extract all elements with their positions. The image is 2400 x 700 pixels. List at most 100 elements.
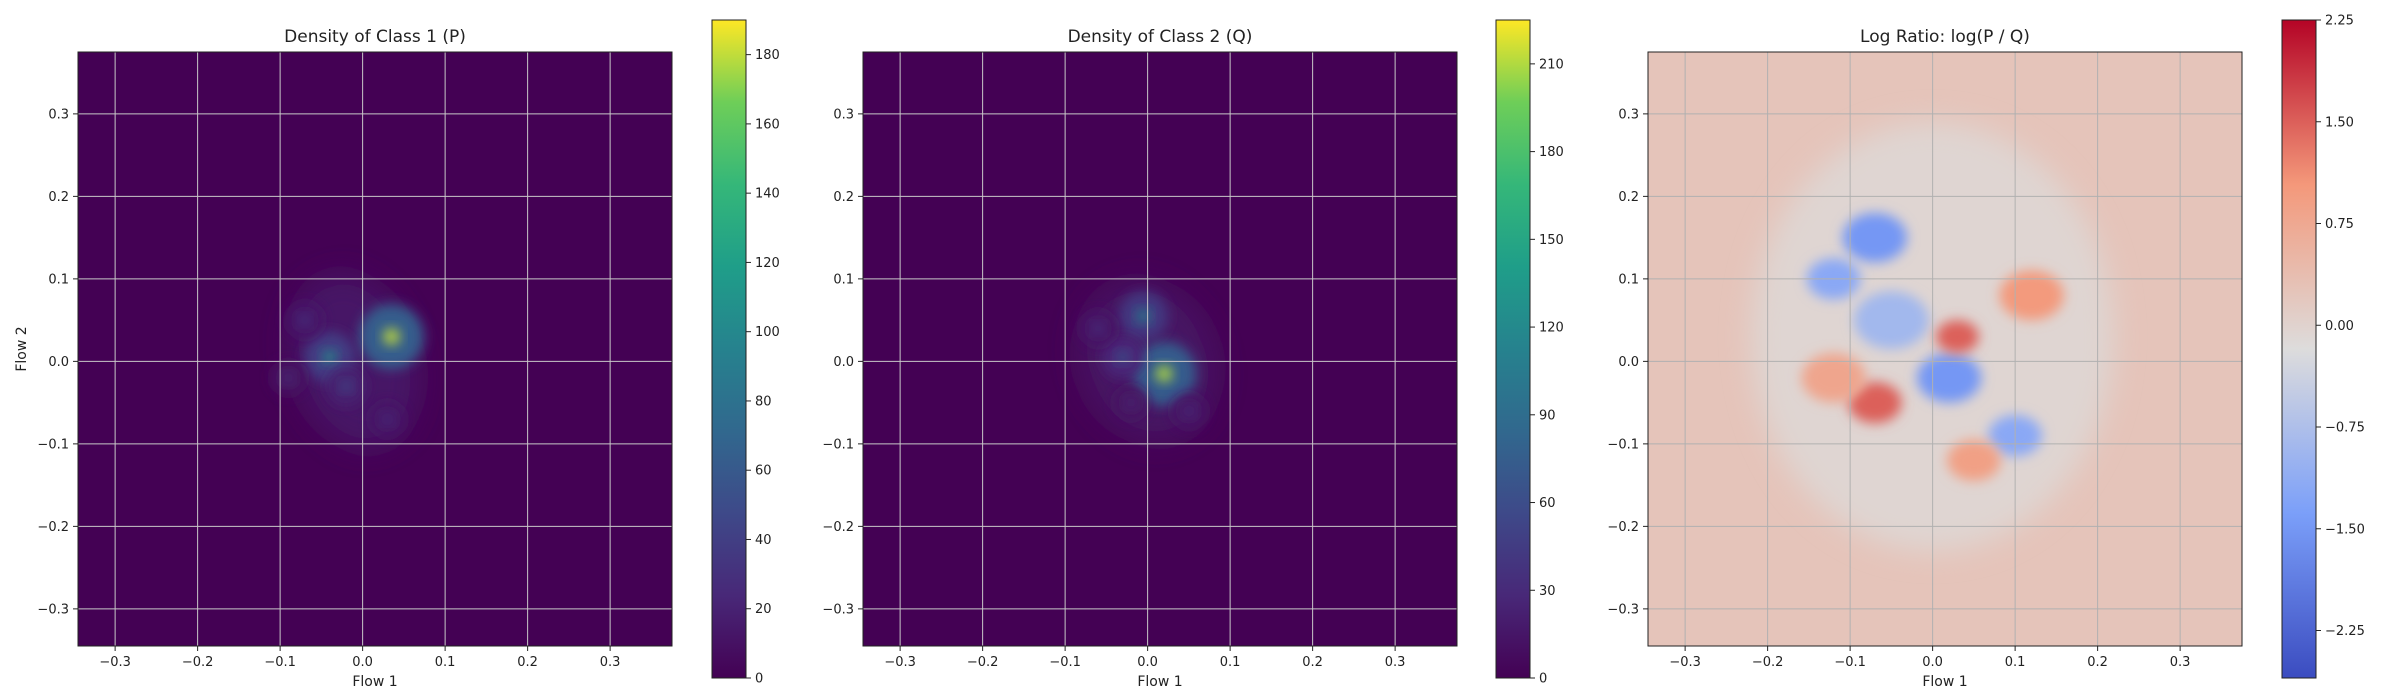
y-tick-label: 0.0: [833, 355, 854, 370]
x-tick-label: −0.2: [967, 655, 999, 670]
y-tick-label: −0.3: [1607, 602, 1639, 617]
density-peak: [1137, 309, 1150, 323]
density-peak: [341, 381, 352, 392]
x-tick-label: 0.3: [1385, 655, 1406, 670]
panel-3-colorbar-ticks: −2.25 −1.50 −0.75 0.00 0.75 1.50 2.25: [2316, 14, 2365, 639]
density-peak: [323, 350, 336, 364]
ratio-negative-patch: [1916, 353, 1982, 403]
colorbar-tick-label: 0.75: [2325, 217, 2354, 232]
x-tick-label: −0.1: [1049, 655, 1081, 670]
x-tick-label: 0.1: [1220, 655, 1241, 670]
colorbar-tick-label: 60: [755, 464, 772, 479]
colorbar-tick-label: 60: [1539, 496, 1556, 511]
ratio-positive-patch: [1801, 353, 1866, 403]
colorbar-tick-label: 1.50: [2325, 115, 2354, 130]
x-tick-label: 0.1: [2005, 655, 2026, 670]
y-tick-label: 0.1: [1618, 272, 1639, 287]
panel-1-y-axis-label: Flow 2: [14, 326, 30, 371]
ratio-positive-patch: [1947, 439, 2001, 481]
x-tick-label: 0.3: [2170, 655, 2191, 670]
panel-1-plot-frame: [77, 51, 673, 647]
density-peak: [383, 328, 400, 345]
panel-1-x-axis-label: Flow 1: [352, 674, 397, 690]
x-tick-label: −0.1: [264, 655, 296, 670]
panel-2-ticks: −0.3 −0.2 −0.1 0.0 0.1 0.2 0.3 −0.3 −0.2 −0.1 0.0 0…: [822, 107, 1405, 670]
y-tick-label: −0.2: [822, 520, 854, 535]
density-peak: [284, 373, 293, 383]
density-peak: [1117, 352, 1129, 363]
colorbar-tick-label: 80: [755, 394, 772, 409]
colorbar-tick-label: 180: [1539, 145, 1564, 160]
panel-3-plot-frame: [1647, 51, 2243, 647]
ratio-positive-patch: [1848, 382, 1902, 424]
colorbar-tick-label: 210: [1539, 57, 1564, 72]
panel-3-grid: [1648, 52, 2242, 646]
panel-3-x-axis-label: Flow 1: [1922, 674, 1967, 690]
x-tick-label: −0.2: [1752, 655, 1784, 670]
colorbar-tick-label: 120: [755, 256, 780, 271]
ratio-positive-patch: [1999, 270, 2064, 321]
colorbar-tick-label: 100: [755, 325, 780, 340]
panel-2-x-axis-label: Flow 1: [1137, 674, 1182, 690]
density-peak: [382, 414, 392, 424]
panel-2-grid: [863, 52, 1457, 646]
y-tick-label: 0.2: [48, 190, 69, 205]
y-tick-label: −0.1: [822, 437, 854, 452]
colorbar-tick-label: 0: [755, 672, 763, 687]
density-peak: [1184, 406, 1194, 416]
x-tick-label: −0.3: [1669, 655, 1701, 670]
y-tick-label: 0.0: [48, 355, 69, 370]
x-tick-label: 0.2: [517, 655, 538, 670]
x-tick-label: −0.3: [884, 655, 916, 670]
ratio-negative-patch: [1853, 291, 1929, 349]
panel-2-colorbar: [1495, 19, 1531, 679]
x-tick-label: −0.1: [1834, 655, 1866, 670]
y-tick-label: 0.2: [1618, 190, 1639, 205]
panel-1-title: Density of Class 1 (P): [284, 27, 466, 47]
x-tick-label: 0.3: [600, 655, 621, 670]
y-tick-label: −0.3: [822, 602, 854, 617]
colorbar-tick-label: 180: [755, 48, 780, 63]
x-tick-label: 0.0: [352, 655, 373, 670]
x-tick-label: 0.0: [1922, 655, 1943, 670]
x-tick-label: 0.2: [1302, 655, 1323, 670]
y-tick-label: −0.2: [1607, 520, 1639, 535]
colorbar-tick-label: 20: [755, 602, 772, 617]
density-peak: [1126, 398, 1136, 407]
colorbar-tick-label: 120: [1539, 321, 1564, 336]
x-tick-label: 0.0: [1137, 655, 1158, 670]
y-tick-label: 0.1: [48, 272, 69, 287]
panel-2: Density of Class 2 (Q) −0.3 −0.2 −0.1 0.0 0.…: [822, 19, 1564, 690]
colorbar-tick-label: 150: [1539, 233, 1564, 248]
panel-1-grid: [78, 52, 672, 646]
ratio-negative-patch: [1842, 212, 1908, 263]
density-peak: [300, 315, 310, 325]
x-tick-label: 0.1: [435, 655, 456, 670]
colorbar-tick-label: 140: [755, 187, 780, 202]
y-tick-label: 0.3: [48, 107, 69, 122]
ratio-positive-patch: [1935, 320, 1979, 354]
colorbar-tick-label: −0.75: [2325, 421, 2365, 436]
panel-2-plot-frame: [862, 51, 1458, 647]
colorbar-tick-label: −2.25: [2325, 624, 2365, 639]
panel-1-ticks: −0.3 −0.2 −0.1 0.0 0.1 0.2 0.3 −0.3 −0.2 −0.1 0.0 0…: [37, 107, 620, 670]
y-tick-label: −0.3: [37, 602, 69, 617]
y-tick-label: 0.0: [1618, 355, 1639, 370]
y-tick-label: 0.2: [833, 190, 854, 205]
colorbar-tick-label: −1.50: [2325, 522, 2365, 537]
colorbar-tick-label: 160: [755, 117, 780, 132]
panel-3-ticks: −0.3 −0.2 −0.1 0.0 0.1 0.2 0.3 −0.3 −0.2 −0.1 0.0 0…: [1607, 107, 2190, 670]
panel-1-colorbar-ticks: 0 20 40 60 80 100 120 140 160 180: [746, 48, 780, 687]
colorbar-tick-label: 2.25: [2325, 14, 2354, 29]
panel-2-colorbar-ticks: 0 30 60 90 120 150 180 210: [1530, 57, 1564, 687]
panel-1-colorbar: [711, 19, 747, 679]
x-tick-label: −0.2: [182, 655, 214, 670]
panel-3: Log Ratio: log(P / Q) −0.3 −0.2 −0.1 0.0 0.1…: [1607, 14, 2364, 691]
density-peak: [1093, 323, 1103, 333]
y-tick-label: −0.2: [37, 520, 69, 535]
colorbar-tick-label: 0: [1539, 672, 1547, 687]
panel-2-title: Density of Class 2 (Q): [1068, 27, 1253, 47]
y-tick-label: −0.1: [1607, 437, 1639, 452]
y-tick-label: 0.1: [833, 272, 854, 287]
